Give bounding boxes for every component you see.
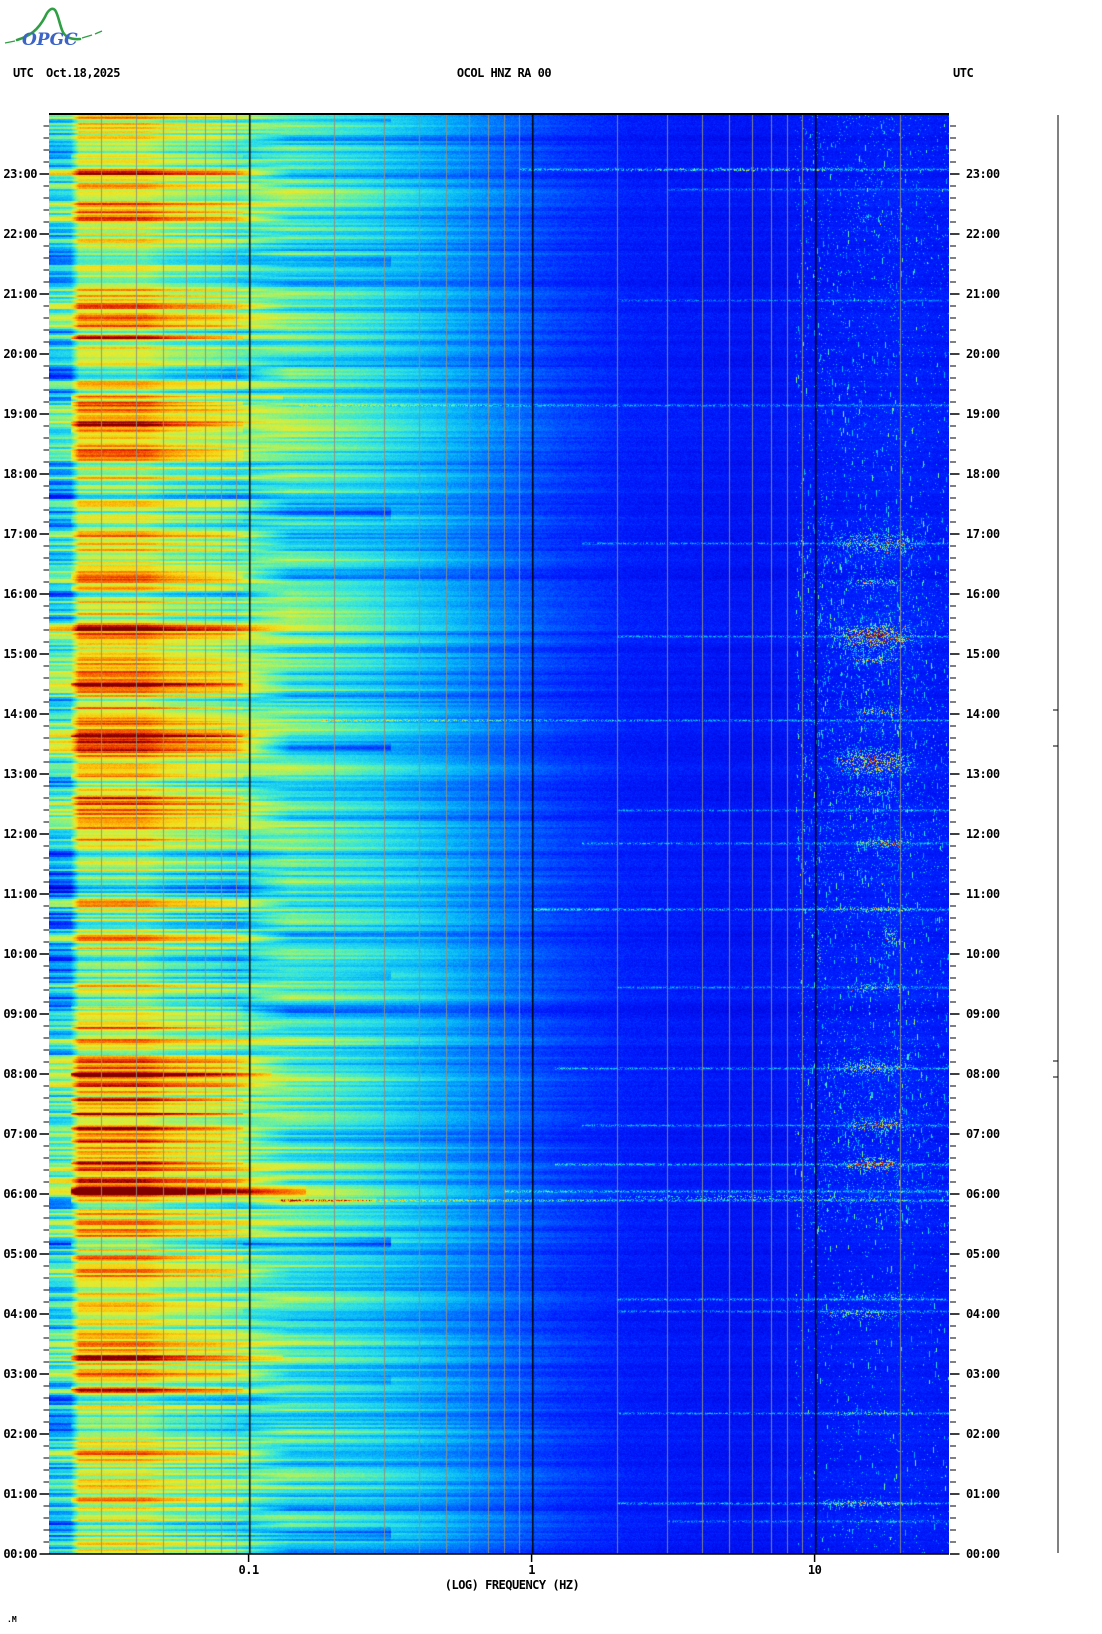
time-tick-label-right: 23:00 <box>966 167 1000 181</box>
time-tick-label-left: 07:00 <box>3 1127 37 1141</box>
time-tick-label-right: 22:00 <box>966 227 1000 241</box>
time-tick-label-left: 00:00 <box>3 1547 37 1561</box>
time-tick-label-left: 19:00 <box>3 407 37 421</box>
time-tick-label-left: 13:00 <box>3 767 37 781</box>
time-tick-label-right: 01:00 <box>966 1487 1000 1501</box>
time-tick-label-left: 21:00 <box>3 287 37 301</box>
time-tick-label-left: 17:00 <box>3 527 37 541</box>
opgc-logo: OPGC <box>4 7 103 50</box>
time-tick-label-right: 14:00 <box>966 707 1000 721</box>
time-tick-label-left: 11:00 <box>3 887 37 901</box>
time-tick-label-right: 17:00 <box>966 527 1000 541</box>
time-tick-label-right: 08:00 <box>966 1067 1000 1081</box>
time-tick-label-left: 02:00 <box>3 1427 37 1441</box>
time-tick-label-left: 14:00 <box>3 707 37 721</box>
time-tick-label-right: 04:00 <box>966 1307 1000 1321</box>
logo-dash-left <box>4 40 16 44</box>
time-tick-label-left: 23:00 <box>3 167 37 181</box>
utc-label-left: UTC <box>13 66 34 80</box>
time-tick-label-left: 22:00 <box>3 227 37 241</box>
time-tick-label-right: 02:00 <box>966 1427 1000 1441</box>
utc-label-right: UTC <box>953 66 974 80</box>
time-tick-label-right: 09:00 <box>966 1007 1000 1021</box>
time-tick-label-right: 07:00 <box>966 1127 1000 1141</box>
time-tick-label-left: 09:00 <box>3 1007 37 1021</box>
spectrogram-canvas <box>49 115 949 1554</box>
time-tick-label-right: 13:00 <box>966 767 1000 781</box>
time-tick-label-left: 16:00 <box>3 587 37 601</box>
time-tick-label-left: 01:00 <box>3 1487 37 1501</box>
logo-dash-right <box>81 30 103 39</box>
corner-mark: .M <box>7 1615 17 1624</box>
freq-tick-label: 10 <box>807 1563 822 1577</box>
station-title: OCOL HNZ RA 00 <box>456 66 552 80</box>
time-tick-label-right: 05:00 <box>966 1247 1000 1261</box>
time-tick-label-left: 20:00 <box>3 347 37 361</box>
time-tick-label-left: 04:00 <box>3 1307 37 1321</box>
time-tick-label-right: 11:00 <box>966 887 1000 901</box>
time-tick-label-right: 16:00 <box>966 587 1000 601</box>
time-tick-label-right: 18:00 <box>966 467 1000 481</box>
date-label: Oct.18,2025 <box>46 66 120 80</box>
freq-axis-title: (LOG) FREQUENCY (HZ) <box>444 1578 580 1592</box>
logo-text: OPGC <box>22 30 78 50</box>
time-tick-label-right: 15:00 <box>966 647 1000 661</box>
time-tick-label-right: 20:00 <box>966 347 1000 361</box>
time-tick-label-right: 03:00 <box>966 1367 1000 1381</box>
time-tick-label-left: 15:00 <box>3 647 37 661</box>
time-tick-label-right: 06:00 <box>966 1187 1000 1201</box>
time-tick-label-left: 10:00 <box>3 947 37 961</box>
time-tick-label-left: 18:00 <box>3 467 37 481</box>
time-tick-label-left: 06:00 <box>3 1187 37 1201</box>
time-tick-label-right: 12:00 <box>966 827 1000 841</box>
freq-tick-label: 0.1 <box>238 1563 260 1577</box>
time-tick-label-right: 21:00 <box>966 287 1000 301</box>
time-tick-label-right: 00:00 <box>966 1547 1000 1561</box>
time-tick-label-right: 10:00 <box>966 947 1000 961</box>
time-tick-label-left: 08:00 <box>3 1067 37 1081</box>
time-tick-label-left: 12:00 <box>3 827 37 841</box>
freq-tick-label: 1 <box>528 1563 535 1577</box>
time-tick-label-left: 03:00 <box>3 1367 37 1381</box>
logo-mountain-curve <box>15 7 82 42</box>
time-tick-label-left: 05:00 <box>3 1247 37 1261</box>
time-tick-label-right: 19:00 <box>966 407 1000 421</box>
